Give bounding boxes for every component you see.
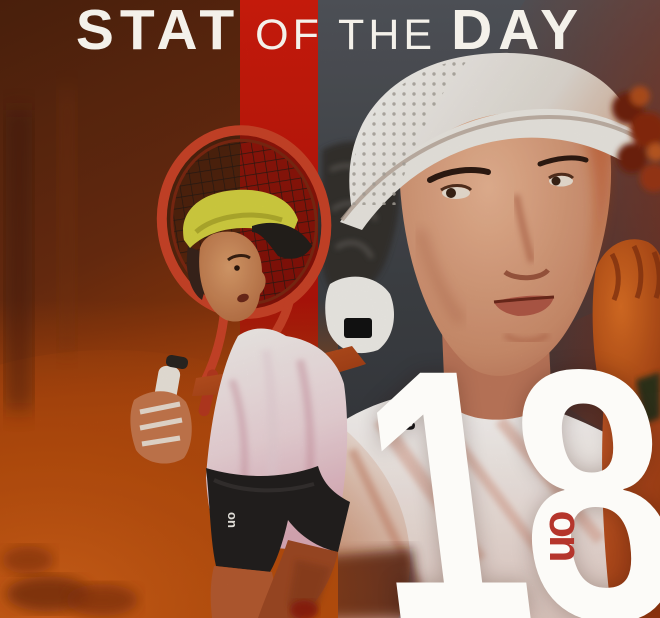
headline-word-stat: STAT (75, 0, 241, 62)
stat-value: 18 (343, 295, 660, 618)
headline: STAT OF THE DAY (0, 2, 660, 59)
on-logo: on (540, 510, 591, 560)
headline-word-of-the: OF THE (255, 11, 437, 59)
headline-word-day: DAY (451, 0, 585, 62)
